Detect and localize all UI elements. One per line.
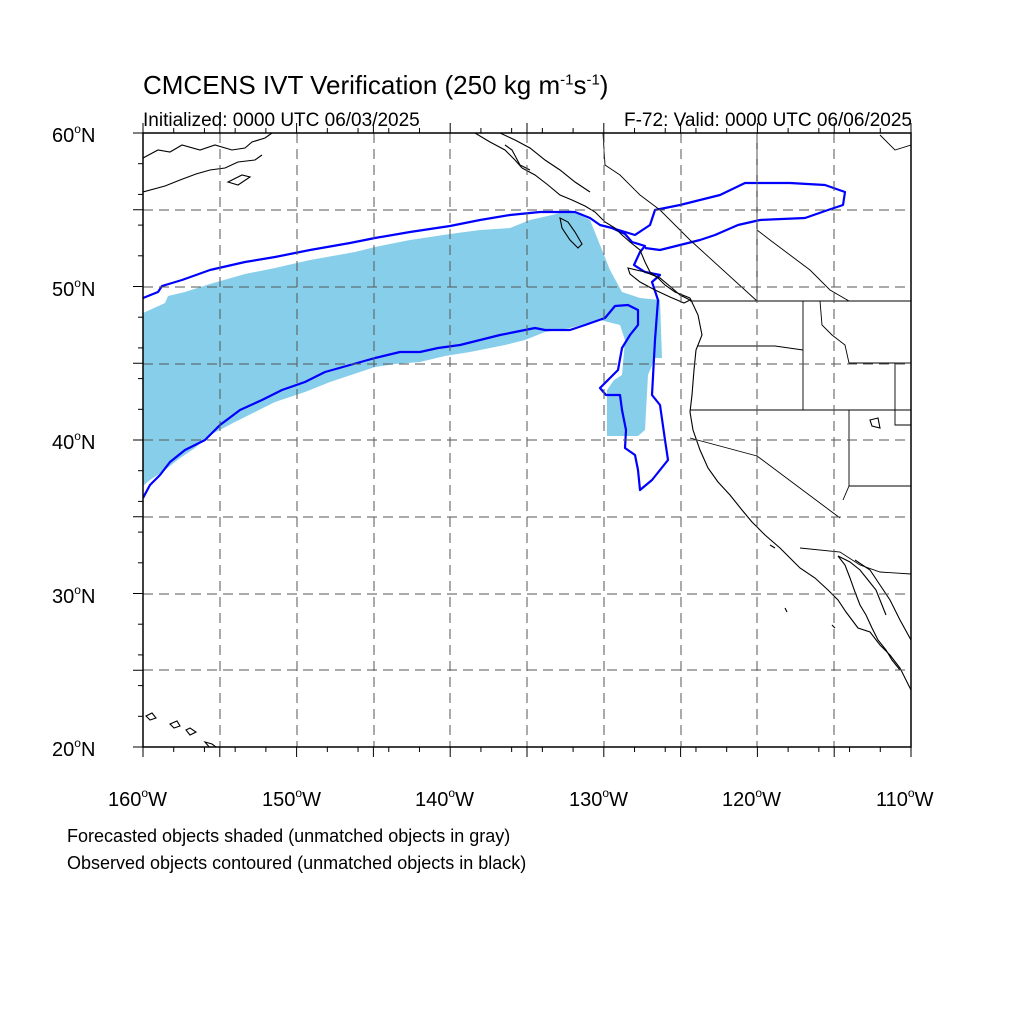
- valid-time-label: F-72: Valid: 0000 UTC 06/06/2025: [624, 110, 912, 131]
- tick-marks: [133, 123, 912, 757]
- lat-label-60: 60oN: [52, 122, 95, 147]
- forecast-ivt-object: [143, 210, 662, 486]
- lon-label-160: 160oW: [108, 786, 167, 811]
- lat-label-20: 20oN: [52, 736, 95, 761]
- lon-label-110: 110oW: [876, 786, 934, 811]
- lon-label-120: 120oW: [722, 786, 781, 811]
- coastlines: [143, 133, 911, 747]
- initialized-label: Initialized: 0000 UTC 06/03/2025: [143, 110, 420, 131]
- chart-title: CMCENS IVT Verification (250 kg m-1s-1): [143, 70, 609, 100]
- lon-label-150: 150oW: [262, 786, 321, 811]
- graticule: [143, 133, 911, 747]
- lon-label-140: 140oW: [415, 786, 474, 811]
- longitude-labels: 160oW 150oW 140oW 130oW 120oW 110oW: [108, 786, 934, 811]
- lon-label-130: 130oW: [569, 786, 628, 811]
- observed-ivt-contour: [143, 210, 670, 499]
- lat-label-50: 50oN: [52, 276, 95, 301]
- latitude-labels: 60oN 50oN 40oN 30oN 20oN: [52, 122, 95, 761]
- lat-label-40: 40oN: [52, 429, 95, 454]
- footnote-forecast: Forecasted objects shaded (unmatched obj…: [67, 826, 511, 846]
- observed-ivt-contour-north: [611, 181, 847, 252]
- footnote-observed: Observed objects contoured (unmatched ob…: [67, 853, 527, 873]
- lat-label-30: 30oN: [52, 583, 95, 608]
